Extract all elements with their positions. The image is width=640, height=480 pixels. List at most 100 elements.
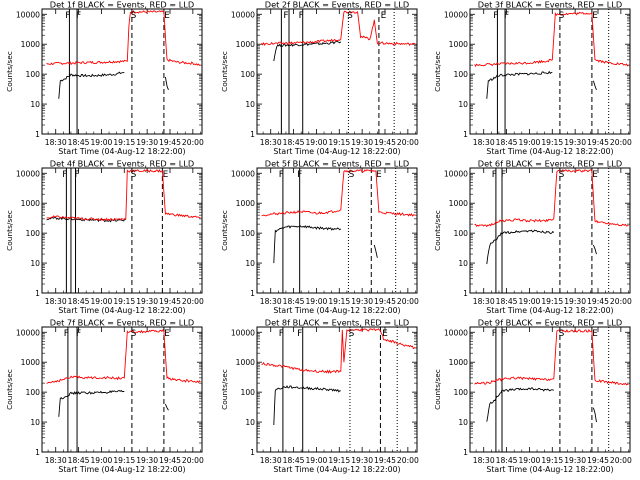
ytick-label: 1000 — [236, 40, 255, 49]
series-events-line — [592, 244, 597, 255]
xtick-label: 20:00 — [610, 297, 632, 306]
ytick-label: 100 — [26, 70, 41, 79]
segment-label: S — [559, 170, 565, 180]
xtick-label: 19:00 — [305, 138, 327, 147]
series-events-line — [373, 244, 378, 258]
ytick-label: 10 — [30, 100, 40, 109]
x-axis-label: Start Time (04-Aug-12 18:22:00) — [486, 306, 613, 315]
ytick-label: 1000 — [449, 199, 468, 208]
xtick-label: 18:30 — [45, 456, 67, 465]
ytick-label: 100 — [454, 388, 469, 397]
ytick-label: 10 — [245, 418, 255, 427]
ytick-label: 1 — [35, 130, 40, 139]
ytick-label: 1000 — [21, 358, 40, 367]
series-lld-line — [474, 328, 629, 386]
ytick-label: 10 — [30, 418, 40, 427]
x-axis-label: Start Time (04-Aug-12 18:22:00) — [273, 465, 400, 474]
xtick-label: 19:45 — [159, 456, 181, 465]
xtick-label: 18:45 — [496, 297, 518, 306]
y-axis-label: Counts/sec — [5, 369, 14, 410]
panel-title: Det 3f BLACK = Events, RED = LLD — [478, 0, 622, 10]
xtick-label: 19:00 — [518, 138, 540, 147]
ytick-label: 1000 — [449, 358, 468, 367]
segment-label: F — [492, 170, 497, 180]
y-axis-label: Counts/sec — [220, 369, 229, 410]
x-axis-label: Start Time (04-Aug-12 18:22:00) — [58, 465, 185, 474]
xtick-label: 18:30 — [45, 297, 67, 306]
xtick-label: 19:15 — [328, 456, 350, 465]
xtick-label: 19:15 — [541, 456, 563, 465]
y-axis-label: Counts/sec — [220, 51, 229, 92]
ytick-label: 10 — [458, 259, 468, 268]
ytick-label: 1 — [463, 289, 468, 298]
panel-det-1: Det 1f BLACK = Events, RED = LLD 1 10 100 10… — [5, 0, 204, 156]
series-events-line — [592, 80, 597, 90]
segment-label: F — [297, 329, 302, 339]
x-axis-label: Start Time (04-Aug-12 18:22:00) — [58, 306, 185, 315]
segment-label: F — [504, 11, 509, 21]
segment-label: S — [131, 170, 137, 180]
xtick-label: 19:15 — [541, 297, 563, 306]
xtick-label: 19:15 — [541, 138, 563, 147]
xtick-label: 19:00 — [518, 456, 540, 465]
panel-det-9: Det 9f BLACK = Events, RED = LLD 1 10 100 10… — [433, 318, 632, 475]
segment-label: S — [559, 11, 565, 21]
xtick-label: 19:00 — [518, 297, 540, 306]
series-events-line — [592, 407, 597, 423]
panel-det-5: Det 5f BLACK = Events, RED = LLD 1 10 100 10… — [220, 159, 419, 316]
ytick-label: 100 — [454, 229, 469, 238]
segment-label: F — [501, 329, 506, 339]
panel-title: Det 5f BLACK = Events, RED = LLD — [265, 159, 409, 169]
ytick-label: 10000 — [231, 169, 255, 178]
segment-label: E — [376, 170, 382, 180]
ytick-label: 100 — [241, 388, 256, 397]
xtick-label: 19:30 — [351, 456, 373, 465]
xtick-label: 19:30 — [564, 138, 586, 147]
segment-label: E — [381, 11, 387, 21]
series-lld-line — [261, 328, 416, 374]
panel-title: Det 6f BLACK = Events, RED = LLD — [478, 159, 622, 169]
x-axis-label: Start Time (04-Aug-12 18:22:00) — [273, 147, 400, 156]
plot-frame — [469, 167, 631, 294]
ytick-label: 1 — [35, 289, 40, 298]
ytick-label: 10000 — [231, 328, 255, 337]
xtick-label: 19:15 — [328, 297, 350, 306]
panel-title: Det 7f BLACK = Events, RED = LLD — [50, 318, 194, 328]
ytick-label: 10000 — [16, 10, 40, 19]
series-lld-line — [46, 10, 201, 66]
ytick-label: 1000 — [21, 199, 40, 208]
xtick-label: 18:45 — [283, 456, 305, 465]
xtick-label: 19:30 — [564, 297, 586, 306]
panel-title: Det 9f BLACK = Events, RED = LLD — [478, 318, 622, 328]
x-axis-label: Start Time (04-Aug-12 18:22:00) — [273, 306, 400, 315]
xtick-label: 19:45 — [587, 456, 609, 465]
xtick-label: 18:30 — [473, 138, 495, 147]
segment-label: F — [492, 329, 497, 339]
series-events-line — [273, 385, 341, 426]
ytick-label: 100 — [241, 229, 256, 238]
segment-label: S — [131, 329, 137, 339]
xtick-label: 19:45 — [587, 138, 609, 147]
xtick-label: 18:45 — [68, 297, 90, 306]
segment-label: F — [74, 170, 79, 180]
xtick-label: 18:30 — [260, 138, 282, 147]
ytick-label: 1000 — [449, 40, 468, 49]
y-axis-label: Counts/sec — [433, 210, 442, 251]
xtick-label: 19:30 — [351, 297, 373, 306]
plot-frame — [41, 8, 203, 135]
series-lld-line — [46, 169, 201, 222]
segment-label: S — [349, 329, 355, 339]
panel-title: Det 1f BLACK = Events, RED = LLD — [50, 0, 194, 10]
xtick-label: 18:45 — [283, 138, 305, 147]
y-axis-label: Counts/sec — [433, 51, 442, 92]
ytick-label: 10 — [458, 100, 468, 109]
xtick-label: 20:00 — [182, 138, 204, 147]
plot-frame — [469, 326, 631, 453]
series-events-line — [273, 40, 342, 62]
y-axis-label: Counts/sec — [220, 210, 229, 251]
series-lld-line — [261, 10, 416, 47]
ytick-label: 1 — [35, 448, 40, 457]
segment-label: S — [559, 329, 565, 339]
plot-frame — [256, 167, 418, 294]
series-lld-line — [474, 168, 629, 228]
